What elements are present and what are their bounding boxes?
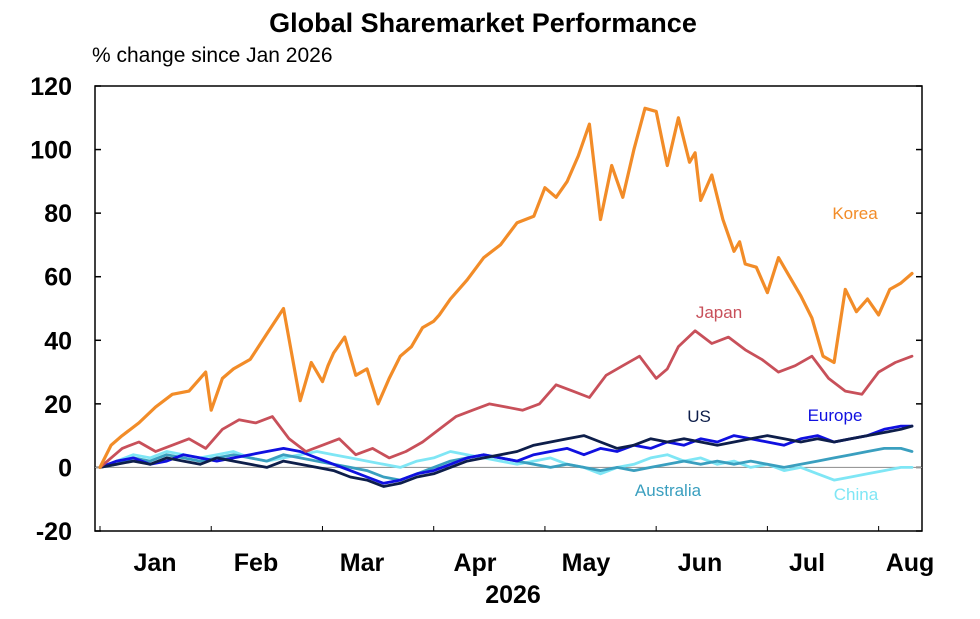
series-line-korea — [98, 106, 914, 469]
x-tick-label: Feb — [234, 549, 278, 577]
x-tick-label: Mar — [340, 549, 385, 577]
series-label-europe: Europe — [808, 406, 863, 425]
series-label-japan: Japan — [696, 303, 742, 322]
y-tick-label: 20 — [44, 391, 72, 419]
x-tick-label: Apr — [453, 549, 496, 577]
x-tick-label: Aug — [886, 549, 935, 577]
series-label-us: US — [687, 407, 711, 426]
chart-title: Global Sharemarket Performance — [269, 8, 697, 38]
x-tick-label: Jun — [678, 549, 722, 577]
series-line-japan — [98, 329, 914, 469]
x-tick-label: May — [562, 549, 611, 577]
plot-frame — [94, 85, 923, 532]
series-line-china — [98, 450, 914, 482]
y-tick-label: 0 — [58, 454, 72, 482]
series-label-china: China — [834, 485, 879, 504]
x-tick-label: Jul — [789, 549, 825, 577]
y-tick-label: -20 — [36, 518, 72, 546]
y-tick-label: 60 — [44, 264, 72, 292]
axis-ticks: -20 0 20 40 60 80 100 120 Jan Feb Mar Apr May Jun Jul A… — [30, 73, 934, 577]
series-line-europe — [98, 424, 914, 485]
series-line-us — [98, 424, 914, 488]
series-label-australia: Australia — [635, 481, 702, 500]
series-label-korea: Korea — [832, 204, 878, 223]
x-axis-year-label: 2026 — [485, 581, 541, 609]
x-tick-label: Jan — [133, 549, 176, 577]
y-tick-label: 120 — [30, 73, 72, 101]
chart-subtitle: % change since Jan 2026 — [92, 44, 333, 67]
y-tick-label: 100 — [30, 137, 72, 165]
series-lines — [98, 106, 914, 488]
y-tick-label: 80 — [44, 200, 72, 228]
y-tick-label: 40 — [44, 327, 72, 355]
series-labels: Korea Japan US Europe Australia China — [635, 204, 879, 504]
